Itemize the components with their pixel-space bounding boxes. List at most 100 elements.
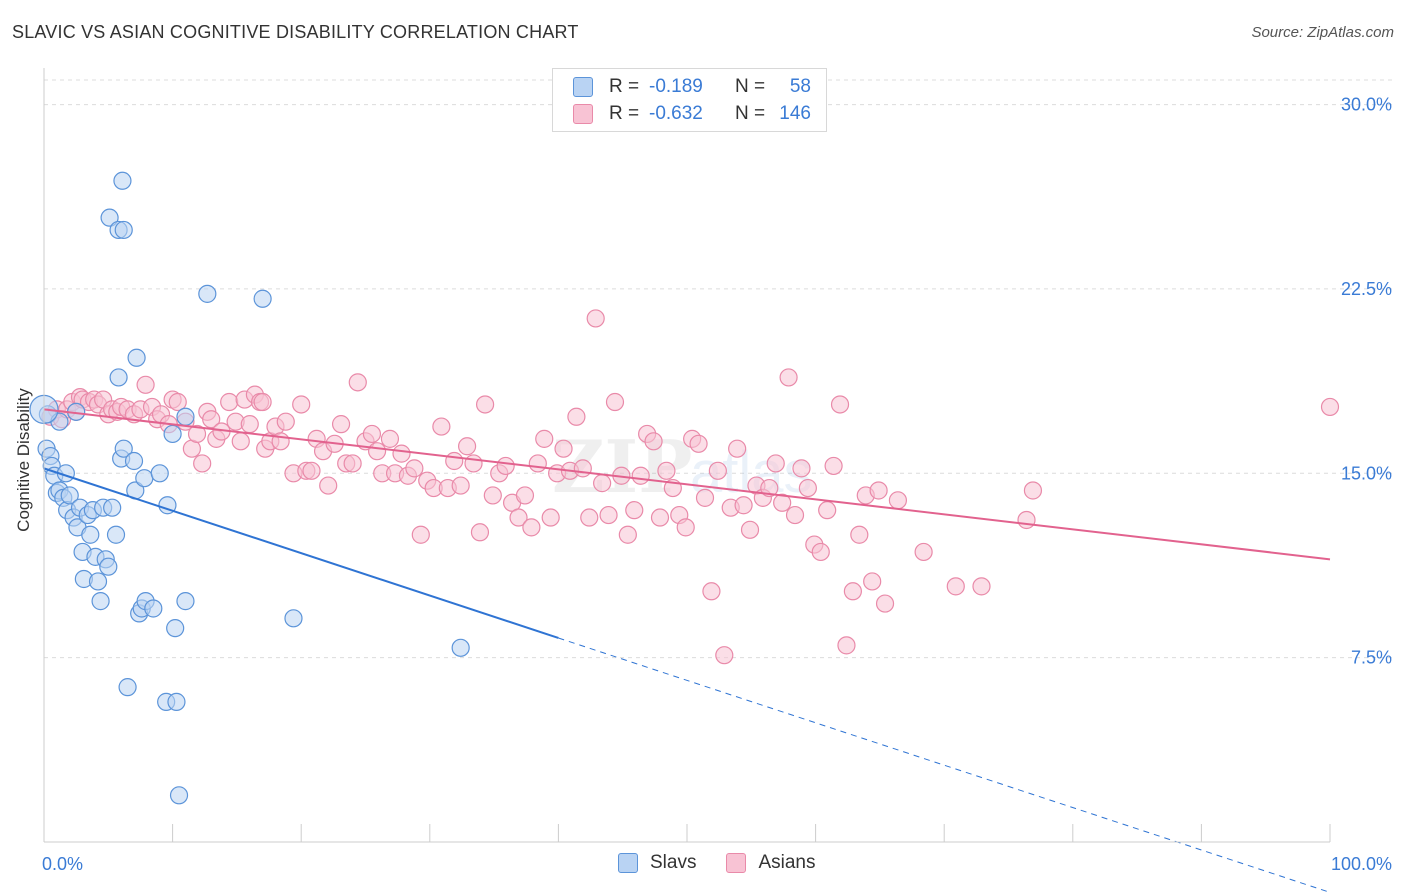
asians-point <box>773 493 792 512</box>
asians-point <box>946 577 965 596</box>
slavs-point <box>114 220 133 240</box>
asians-point <box>631 466 650 485</box>
asians-point <box>276 412 295 431</box>
asians-point <box>792 459 811 478</box>
asians-point <box>302 461 321 480</box>
asians-point <box>728 439 747 458</box>
asians-point <box>445 451 464 471</box>
r-value: -0.632 <box>649 103 703 124</box>
slavs-trend-extension <box>558 637 1331 892</box>
asians-point <box>1023 481 1043 500</box>
source-attribution: Source: ZipAtlas.com <box>1251 24 1394 41</box>
asians-point <box>650 508 670 527</box>
legend-item-slavs[interactable]: Slavs <box>618 852 696 874</box>
slavs-point <box>284 609 303 628</box>
asians-point <box>740 520 760 539</box>
asians-point <box>715 646 734 665</box>
slavs-point <box>176 407 195 426</box>
asians-point <box>779 368 798 387</box>
asians-point <box>362 424 382 444</box>
legend-label-asians: Asians <box>758 852 816 873</box>
slavs-point <box>176 592 195 611</box>
r-label: R = <box>609 103 640 124</box>
asians-point <box>689 434 708 453</box>
n-value: 58 <box>789 76 811 97</box>
slavs-point <box>113 171 132 190</box>
asians-point <box>193 454 212 473</box>
asians-point <box>240 415 259 434</box>
asians-point <box>657 461 676 480</box>
asians-point <box>567 407 586 426</box>
slavs-point <box>124 451 144 471</box>
slavs-point <box>88 572 108 591</box>
asians-point <box>824 456 843 476</box>
asians-point <box>586 309 605 328</box>
slavs-point <box>198 284 217 303</box>
asians-point <box>695 488 715 507</box>
asians-point <box>292 395 311 414</box>
asians-point <box>734 496 753 515</box>
asians-point <box>599 505 618 525</box>
y-tick-label: 22.5% <box>1341 279 1392 299</box>
asians-point <box>522 518 541 537</box>
slavs-point <box>167 692 186 711</box>
asians-point <box>367 442 387 461</box>
chart-title: SLAVIC VS ASIAN COGNITIVE DISABILITY COR… <box>12 22 579 42</box>
asians-point <box>451 476 470 495</box>
asians-point <box>343 454 362 473</box>
series-legend: Slavs Asians <box>618 852 846 874</box>
asians-point <box>1320 397 1340 417</box>
asians-swatch <box>726 853 747 873</box>
y-tick-label: 30.0% <box>1341 95 1392 115</box>
slavs-point <box>118 678 137 697</box>
slavs-swatch <box>618 853 638 873</box>
asians-swatch <box>573 104 593 124</box>
asians-point <box>483 486 502 505</box>
asians-point <box>464 454 483 473</box>
legend-label-slavs: Slavs <box>650 852 697 873</box>
slavs-point <box>100 208 119 227</box>
slavs-swatch <box>573 77 593 97</box>
asians-point <box>1017 510 1036 530</box>
slavs-point <box>91 592 110 611</box>
asians-point <box>220 392 239 412</box>
x-tick-label: 0.0% <box>42 854 83 874</box>
asians-point <box>432 417 451 436</box>
slavs-point <box>144 599 163 618</box>
y-axis-label: Cognitive Disability <box>14 388 33 532</box>
y-tick-label: 15.0% <box>1341 463 1392 483</box>
slavs-point <box>60 486 79 505</box>
axes <box>43 68 1331 843</box>
r-value: -0.189 <box>649 76 703 97</box>
asians-point <box>914 542 933 562</box>
asians-point <box>253 392 272 412</box>
asians-point <box>331 415 351 434</box>
asians-point <box>830 395 850 414</box>
asians-point <box>319 476 338 495</box>
asians-point <box>837 636 856 655</box>
asians-point <box>392 444 411 463</box>
slavs-point <box>99 557 118 576</box>
asians-point <box>541 508 560 527</box>
asians-point <box>457 437 477 456</box>
x-tick-label: 100.0% <box>1331 854 1392 874</box>
asians-point <box>411 525 430 544</box>
slavs-trend-line <box>43 467 559 639</box>
asians-point <box>580 508 599 527</box>
r-label: R = <box>609 76 640 97</box>
y-tick-label: 7.5% <box>1351 648 1392 668</box>
asians-point <box>475 395 495 414</box>
asians-point <box>863 572 882 591</box>
slavs-point <box>169 786 189 805</box>
slavs-point <box>135 469 154 488</box>
asians-point <box>869 481 888 500</box>
asians-point <box>528 454 547 473</box>
asians-point <box>676 518 695 537</box>
asians-point <box>702 582 721 601</box>
slavs-point <box>103 498 122 517</box>
asians-point <box>405 459 424 478</box>
legend-item-asians[interactable]: Asians <box>726 852 816 874</box>
slavs-point <box>163 424 182 444</box>
slavs-point <box>166 619 185 638</box>
